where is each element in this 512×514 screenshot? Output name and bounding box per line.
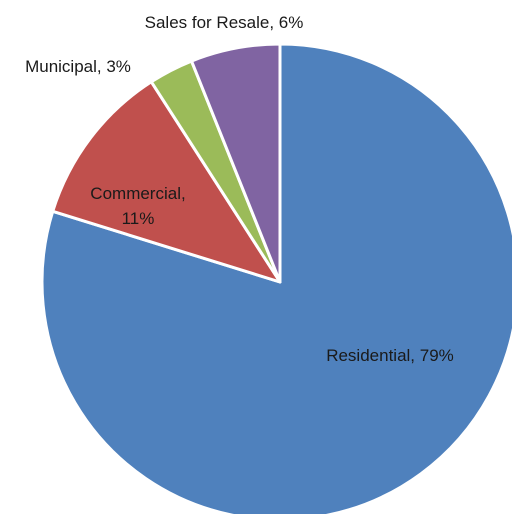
pie-slice-residential <box>40 42 512 514</box>
pie-slice-commercial <box>51 80 282 284</box>
data-label-commercial: Commercial, 11% <box>90 184 185 228</box>
data-label-residential: Residential, 79% <box>326 346 454 365</box>
pie-slice-sales-for-resale <box>190 42 282 284</box>
pie-data-labels: Residential, 79% Commercial, 11% Municipal,… <box>25 13 454 365</box>
data-label-municipal: Municipal, 3% <box>25 57 131 76</box>
data-label-sales-for-resale: Sales for Resale, 6% <box>145 13 304 32</box>
pie-slices <box>40 42 512 514</box>
